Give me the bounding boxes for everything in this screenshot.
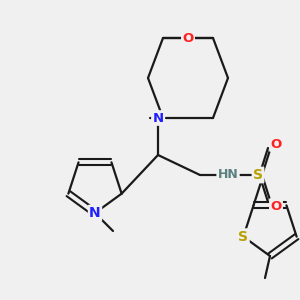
Text: N: N — [89, 206, 101, 220]
Text: HN: HN — [218, 169, 239, 182]
Text: S: S — [253, 168, 263, 182]
Text: O: O — [182, 32, 194, 44]
Text: N: N — [152, 112, 164, 124]
Text: S: S — [238, 230, 248, 244]
Text: O: O — [270, 200, 282, 212]
Text: O: O — [270, 137, 282, 151]
